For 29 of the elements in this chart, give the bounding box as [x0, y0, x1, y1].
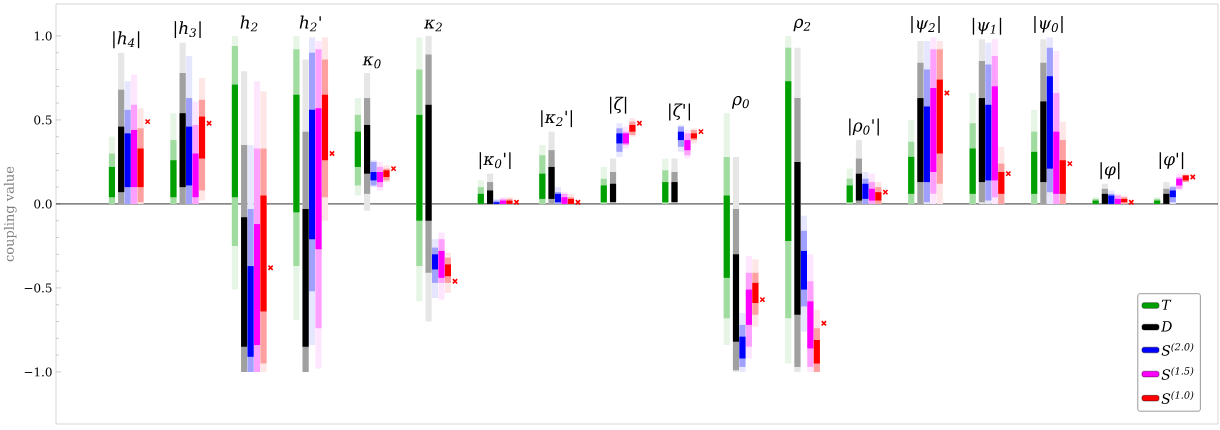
x-tick-label: κ$_{2}$: [423, 19, 442, 32]
x-tick-label: |ζ'|: [669, 103, 691, 121]
legend-label: S$^{(1.5)}$: [1161, 367, 1194, 380]
x-tick-label: |ρ$_{0}$'|: [849, 118, 879, 136]
legend-label: S$^{(2.0)}$: [1161, 342, 1194, 356]
y-axis-title: coupling value: [3, 166, 17, 262]
y-tick-label: −0.5: [24, 283, 52, 293]
x-tick-label: |ζ|: [609, 96, 627, 114]
y-tick-label: 0.0: [34, 199, 52, 209]
legend-label: T: [1161, 299, 1172, 310]
x-tick-label: h$_{2}$': [299, 15, 321, 32]
legend-label: S$^{(1.0)}$: [1161, 391, 1194, 404]
legend-label: D: [1160, 321, 1172, 332]
x-tick-label: ρ$_{2}$: [793, 18, 811, 32]
x-tick-label: |φ'|: [1159, 152, 1184, 170]
x-tick-label: |κ$_{2}$'|: [541, 110, 573, 128]
y-tick-label: 1.0: [34, 31, 52, 41]
x-tick-label: |ψ$_{0}$|: [1034, 16, 1063, 34]
x-tick-label: |ψ$_{1}$|: [972, 17, 1002, 35]
x-tick-label: |h$_{4}$|: [113, 31, 140, 49]
x-tick-label: |h$_{3}$|: [174, 21, 201, 39]
y-tick-label: −1.0: [24, 367, 52, 377]
y-tick-label: 0.5: [34, 115, 52, 125]
x-tick-label: |φ|: [1100, 162, 1120, 180]
x-tick-label: |κ$_{0}$'|: [479, 152, 511, 170]
x-tick-label: h$_{2}$: [240, 15, 258, 32]
x-tick-label: κ$_{0}$: [362, 56, 381, 69]
x-tick-label: |ψ$_{2}$|: [911, 16, 940, 34]
x-tick-label: ρ$_{0}$: [731, 96, 749, 109]
